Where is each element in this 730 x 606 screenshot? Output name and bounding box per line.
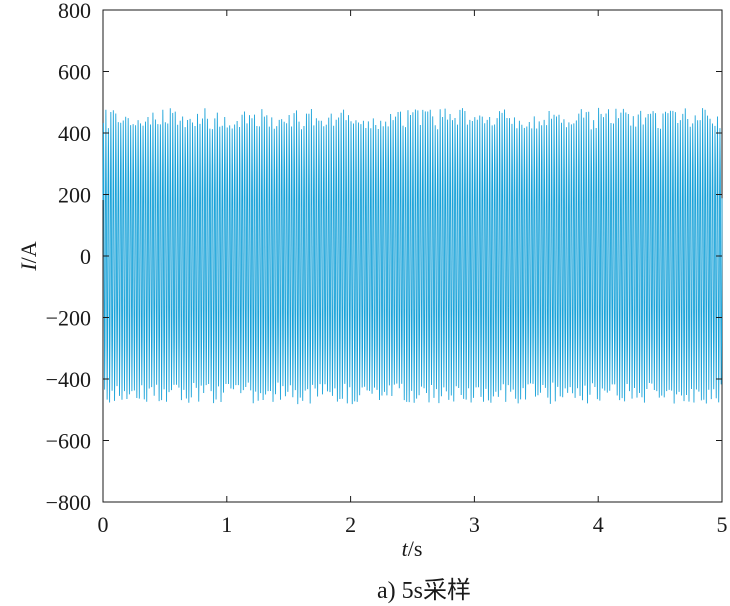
- x-axis-unit: /s: [408, 536, 423, 561]
- x-tick-label: 0: [98, 512, 109, 537]
- x-axis-ticks: 0 1 2 3 4 5: [98, 10, 728, 537]
- y-tick-label: −800: [46, 490, 91, 515]
- y-tick-label: 600: [58, 60, 91, 85]
- x-axis-variable: t: [402, 536, 409, 561]
- y-tick-label: 400: [58, 121, 91, 146]
- y-tick-label: −200: [46, 306, 91, 331]
- y-axis-variable: I: [16, 262, 41, 272]
- x-tick-label: 3: [469, 512, 480, 537]
- x-tick-label: 1: [221, 512, 232, 537]
- x-tick-label: 5: [717, 512, 728, 537]
- y-tick-label: 800: [58, 0, 91, 23]
- y-tick-label: −400: [46, 367, 91, 392]
- figure-caption: a) 5s采样: [377, 577, 471, 604]
- y-tick-label: −600: [46, 429, 91, 454]
- x-tick-label: 4: [593, 512, 604, 537]
- y-tick-label: 200: [58, 183, 91, 208]
- y-axis-ticks: 800 600 400 200 0 −200 −400 −600 −800: [46, 0, 722, 515]
- y-tick-label: 0: [80, 244, 91, 269]
- x-tick-label: 2: [345, 512, 356, 537]
- y-axis-title: I/A: [16, 241, 41, 271]
- y-axis-unit: /A: [16, 241, 41, 263]
- x-axis-title: t/s: [402, 536, 423, 561]
- current-series-line: [102, 107, 723, 405]
- plot-area: [102, 9, 723, 503]
